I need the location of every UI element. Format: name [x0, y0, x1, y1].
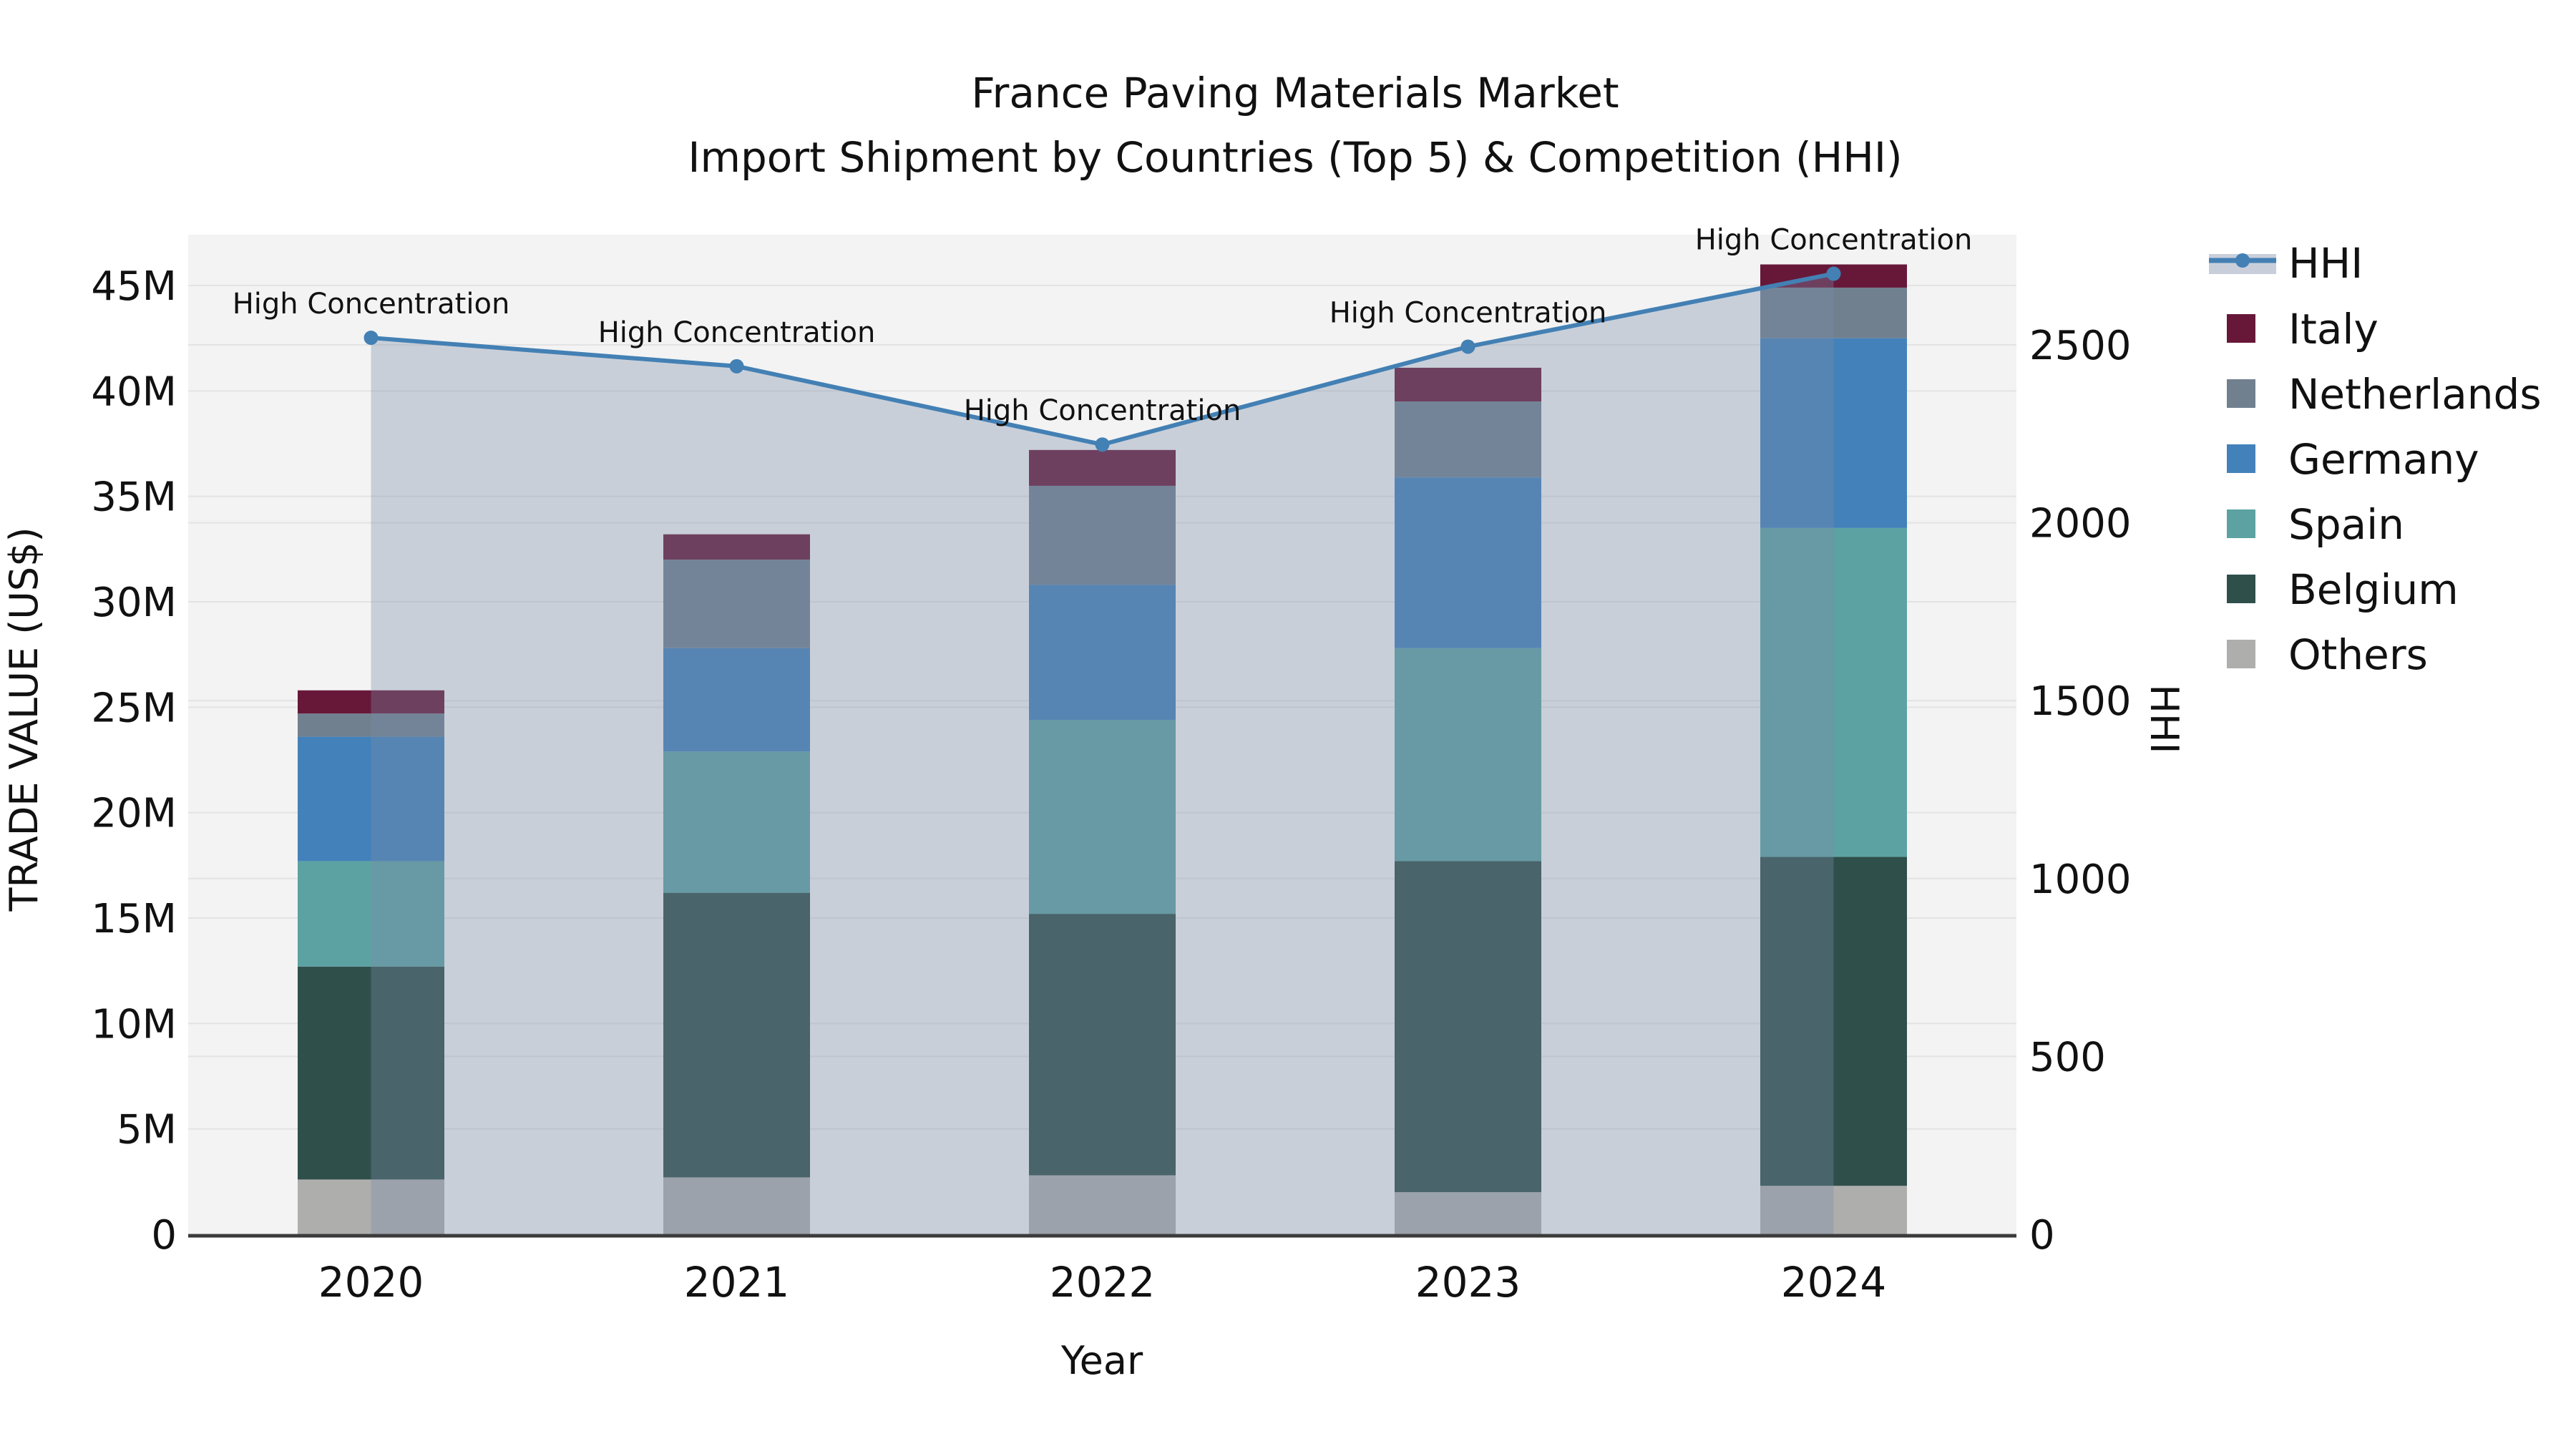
x-tick-2020: 2020	[318, 1258, 424, 1307]
bar-segment-others-2023	[1395, 1192, 1541, 1234]
y-left-tick-45M: 45M	[91, 263, 177, 310]
y-right-tick-0: 0	[2029, 1212, 2055, 1259]
y-left-tick-25M: 25M	[91, 685, 177, 731]
hhi-marker-2024	[1826, 266, 1841, 281]
bar-segment-netherlands-2020	[298, 713, 444, 737]
annotation-2022: High Concentration	[964, 394, 1241, 427]
y-left-tick-15M: 15M	[91, 896, 177, 942]
bar-segment-belgium-2022	[1029, 914, 1176, 1176]
bar-segment-italy-2021	[663, 534, 810, 560]
legend-item-hhi: HHI	[2209, 239, 2363, 288]
bar-segment-italy-2020	[298, 690, 444, 714]
hhi-marker-2023	[1460, 339, 1475, 354]
legend-label-spain: Spain	[2288, 500, 2404, 549]
legend-label-germany: Germany	[2288, 435, 2479, 484]
legend-item-italy: Italy	[2227, 305, 2379, 353]
hhi-marker-2020	[364, 331, 379, 346]
hhi-area-fill	[371, 273, 1834, 1234]
legend-label-italy: Italy	[2288, 305, 2379, 353]
spain-swatch-icon	[2227, 509, 2255, 538]
bar-segment-germany-2022	[1029, 585, 1176, 721]
bar-segment-germany-2024	[1760, 338, 1907, 528]
legend-item-belgium: Belgium	[2227, 565, 2459, 614]
y-right-tick-2500: 2500	[2029, 323, 2132, 369]
bar-segment-others-2020	[298, 1179, 444, 1234]
bar-segment-netherlands-2022	[1029, 485, 1176, 585]
y-right-tick-1500: 1500	[2029, 678, 2132, 725]
bar-segment-netherlands-2023	[1395, 401, 1541, 478]
bar-segment-netherlands-2021	[663, 560, 810, 648]
bar-segment-belgium-2020	[298, 966, 444, 1180]
hhi-area	[371, 273, 1834, 1234]
bar-segment-belgium-2023	[1395, 861, 1541, 1193]
bar-segment-germany-2021	[663, 648, 810, 752]
legend: HHI Italy Netherlands Germany Spain Belg…	[2209, 239, 2542, 679]
bar-segment-others-2022	[1029, 1175, 1176, 1234]
annotation-2020: High Concentration	[233, 288, 510, 321]
tick-labels: 0 5M 10M 15M 20M 25M 30M 35M 40M 45M 0 500 1000 1500 2…	[91, 263, 2131, 1307]
x-tick-2024: 2024	[1781, 1258, 1887, 1307]
stacked-bars	[298, 264, 1907, 1234]
chart-title-line1: France Paving Materials Market	[971, 69, 1619, 117]
bar-segment-spain-2021	[663, 751, 810, 893]
y-right-axis-title: HHI	[2142, 684, 2187, 753]
belgium-swatch-icon	[2227, 575, 2255, 603]
y-left-tick-20M: 20M	[91, 791, 177, 837]
legend-label-belgium: Belgium	[2288, 565, 2459, 614]
legend-item-spain: Spain	[2227, 500, 2404, 549]
x-tick-2022: 2022	[1050, 1258, 1156, 1307]
germany-swatch-icon	[2227, 444, 2255, 473]
hhi-line	[364, 266, 1841, 452]
bar-segment-germany-2020	[298, 736, 444, 862]
y-left-tick-35M: 35M	[91, 474, 177, 521]
netherlands-swatch-icon	[2227, 379, 2255, 408]
annotation-2021: High Concentration	[598, 316, 876, 349]
legend-item-germany: Germany	[2227, 435, 2479, 484]
bar-segment-belgium-2024	[1760, 857, 1907, 1186]
bar-segment-italy-2023	[1395, 367, 1541, 402]
bar-segment-spain-2023	[1395, 648, 1541, 862]
italy-swatch-icon	[2227, 314, 2255, 343]
others-swatch-icon	[2227, 640, 2255, 668]
bar-segment-italy-2022	[1029, 449, 1176, 486]
legend-label-hhi: HHI	[2288, 239, 2363, 288]
y-left-tick-30M: 30M	[91, 580, 177, 626]
x-tick-2023: 2023	[1415, 1258, 1521, 1307]
annotation-2024: High Concentration	[1695, 224, 1973, 257]
y-left-axis-title: TRADE VALUE (US$)	[1, 527, 47, 912]
bar-segment-spain-2022	[1029, 720, 1176, 914]
bar-segment-netherlands-2024	[1760, 287, 1907, 338]
legend-item-others: Others	[2227, 630, 2428, 679]
chart-title-line2: Import Shipment by Countries (Top 5) & C…	[688, 133, 1902, 182]
x-tick-2021: 2021	[684, 1258, 790, 1307]
y-right-tick-2000: 2000	[2029, 501, 2132, 547]
y-left-tick-40M: 40M	[91, 369, 177, 415]
y-right-tick-500: 500	[2029, 1034, 2106, 1080]
bar-segment-spain-2020	[298, 861, 444, 967]
hhi-marker-2022	[1095, 437, 1110, 452]
hhi-marker-swatch	[2235, 253, 2250, 268]
hhi-marker-2021	[729, 358, 744, 374]
y-right-tick-1000: 1000	[2029, 857, 2132, 903]
x-axis-title: Year	[1060, 1338, 1143, 1383]
bar-segment-germany-2023	[1395, 477, 1541, 648]
bar-segment-spain-2024	[1760, 527, 1907, 857]
annotations: High Concentration High Concentration High…	[233, 224, 1973, 428]
y-left-tick-0: 0	[151, 1212, 177, 1259]
legend-label-others: Others	[2288, 630, 2428, 679]
bar-segment-others-2021	[663, 1177, 810, 1234]
annotation-2023: High Concentration	[1330, 296, 1607, 329]
legend-item-netherlands: Netherlands	[2227, 370, 2542, 419]
legend-label-netherlands: Netherlands	[2288, 370, 2542, 419]
bar-segment-others-2024	[1760, 1186, 1907, 1234]
bar-segment-belgium-2021	[663, 892, 810, 1178]
y-left-tick-5M: 5M	[117, 1107, 177, 1153]
y-left-tick-10M: 10M	[91, 1001, 177, 1048]
